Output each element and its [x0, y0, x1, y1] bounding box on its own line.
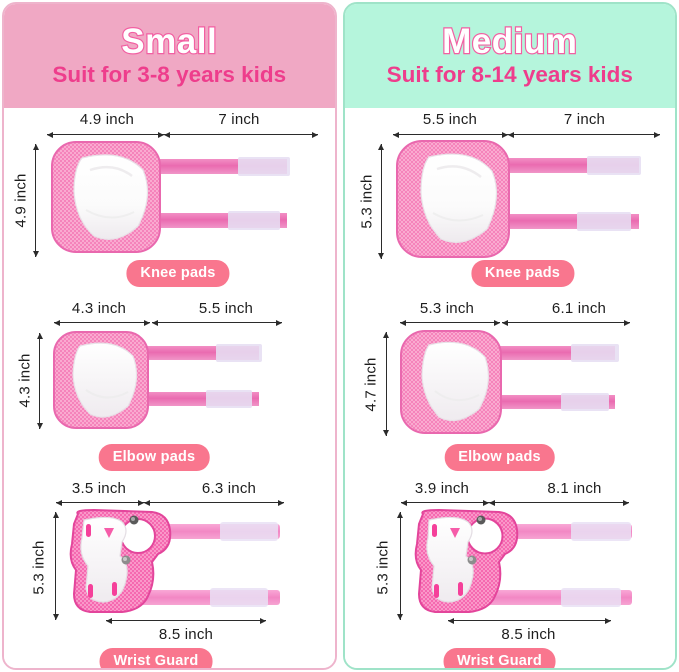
wrist-guard-illustration-small — [60, 508, 310, 620]
dim-line-wrist-total-small — [106, 617, 266, 624]
size-name-medium: Medium — [441, 22, 578, 62]
dim-line-elbow-pad-width-medium — [399, 319, 500, 326]
dim-knee-strap-small: 7 inch — [218, 111, 260, 128]
dim-wrist-height-medium: 5.3 inch — [374, 540, 391, 595]
dim-line-knee-height-small — [32, 144, 39, 257]
product-block-knee-small: 4.9 inch 7 inch 4.9 inch — [4, 108, 335, 298]
product-block-wrist-medium: 3.9 inch 8.1 inch 5.3 inch 8.5 inch — [345, 478, 676, 668]
product-block-elbow-small: 4.3 inch 5.5 inch 4.3 inch — [4, 298, 335, 478]
dim-line-knee-pad-width-medium — [392, 131, 508, 138]
elbow-pad-illustration-small — [44, 330, 296, 432]
panel-body-small: 4.9 inch 7 inch 4.9 inch — [4, 108, 335, 668]
dim-elbow-height-medium: 4.7 inch — [362, 357, 379, 412]
product-label-elbow-medium: Elbow pads — [444, 444, 555, 471]
dim-line-knee-strap-small — [164, 131, 318, 138]
dim-line-wrist-height-small — [52, 512, 59, 620]
size-panel-small: Small Suit for 3-8 years kids 4.9 inch 7… — [2, 2, 337, 670]
dim-wrist-pad-width-small: 3.5 inch — [71, 480, 127, 497]
dim-line-elbow-pad-width-small — [54, 319, 150, 326]
suit-text-small: Suit for 3-8 years kids — [52, 62, 287, 87]
dim-knee-height-small: 4.9 inch — [12, 173, 30, 228]
product-block-knee-medium: 5.5 inch 7 inch 5.3 inch — [345, 108, 676, 298]
dim-wrist-total-medium: 8.5 inch — [501, 626, 556, 643]
panel-header-medium: Medium Suit for 8-14 years kids — [344, 4, 675, 108]
product-label-wrist-medium: Wrist Guard — [443, 648, 556, 668]
dim-knee-pad-width-small: 4.9 inch — [79, 111, 135, 128]
dim-wrist-strap-medium: 8.1 inch — [547, 480, 602, 497]
product-label-knee-small: Knee pads — [126, 260, 230, 287]
dim-line-knee-strap-medium — [507, 131, 660, 138]
dim-wrist-pad-width-medium: 3.9 inch — [414, 480, 470, 497]
dim-elbow-height-small: 4.3 inch — [16, 353, 34, 408]
dim-line-elbow-strap-small — [152, 319, 282, 326]
dim-knee-pad-width-medium: 5.5 inch — [422, 111, 478, 128]
dim-line-elbow-height-small — [36, 333, 43, 429]
size-name-small: Small — [120, 22, 218, 62]
panel-body-medium: 5.5 inch 7 inch 5.3 inch — [344, 108, 676, 668]
knee-pad-illustration-small — [40, 140, 322, 260]
dim-line-wrist-pad-width-medium — [400, 499, 489, 506]
product-block-elbow-medium: 5.3 inch 6.1 inch 4.7 inch — [345, 298, 676, 478]
dim-wrist-total-small: 8.5 inch — [158, 626, 214, 643]
dim-elbow-pad-width-small: 4.3 inch — [71, 300, 127, 317]
dim-line-knee-pad-width-small — [47, 131, 164, 138]
dim-line-wrist-height-medium — [397, 512, 403, 620]
dim-line-wrist-strap-medium — [488, 499, 629, 506]
dim-wrist-height-small: 5.3 inch — [30, 540, 48, 595]
suit-text-medium: Suit for 8-14 years kids — [386, 62, 633, 87]
dim-elbow-strap-medium: 6.1 inch — [551, 300, 607, 317]
dim-line-wrist-pad-width-small — [56, 499, 144, 506]
panel-header-small: Small Suit for 3-8 years kids — [4, 4, 335, 108]
dim-line-elbow-strap-medium — [501, 319, 630, 326]
dim-line-wrist-strap-small — [144, 499, 284, 506]
knee-pad-illustration-medium — [385, 139, 667, 261]
dim-elbow-strap-small: 5.5 inch — [198, 300, 254, 317]
product-block-wrist-small: 3.5 inch 6.3 inch 5.3 inch 8.5 inch — [4, 478, 335, 668]
wrist-guard-illustration-medium — [405, 508, 655, 620]
dim-elbow-pad-width-medium: 5.3 inch — [419, 300, 475, 317]
product-label-elbow-small: Elbow pads — [98, 444, 210, 471]
product-label-wrist-small: Wrist Guard — [99, 648, 213, 668]
dim-knee-height-medium: 5.3 inch — [358, 174, 375, 229]
product-label-knee-medium: Knee pads — [470, 260, 575, 287]
dim-line-elbow-height-medium — [383, 332, 389, 436]
dim-knee-strap-medium: 7 inch — [563, 111, 606, 128]
elbow-pad-illustration-medium — [391, 329, 643, 437]
dim-line-knee-height-medium — [378, 144, 384, 259]
size-panel-medium: Medium Suit for 8-14 years kids 5.5 inch… — [342, 2, 677, 670]
dim-line-wrist-total-medium — [447, 617, 611, 624]
dim-wrist-strap-small: 6.3 inch — [201, 480, 257, 497]
